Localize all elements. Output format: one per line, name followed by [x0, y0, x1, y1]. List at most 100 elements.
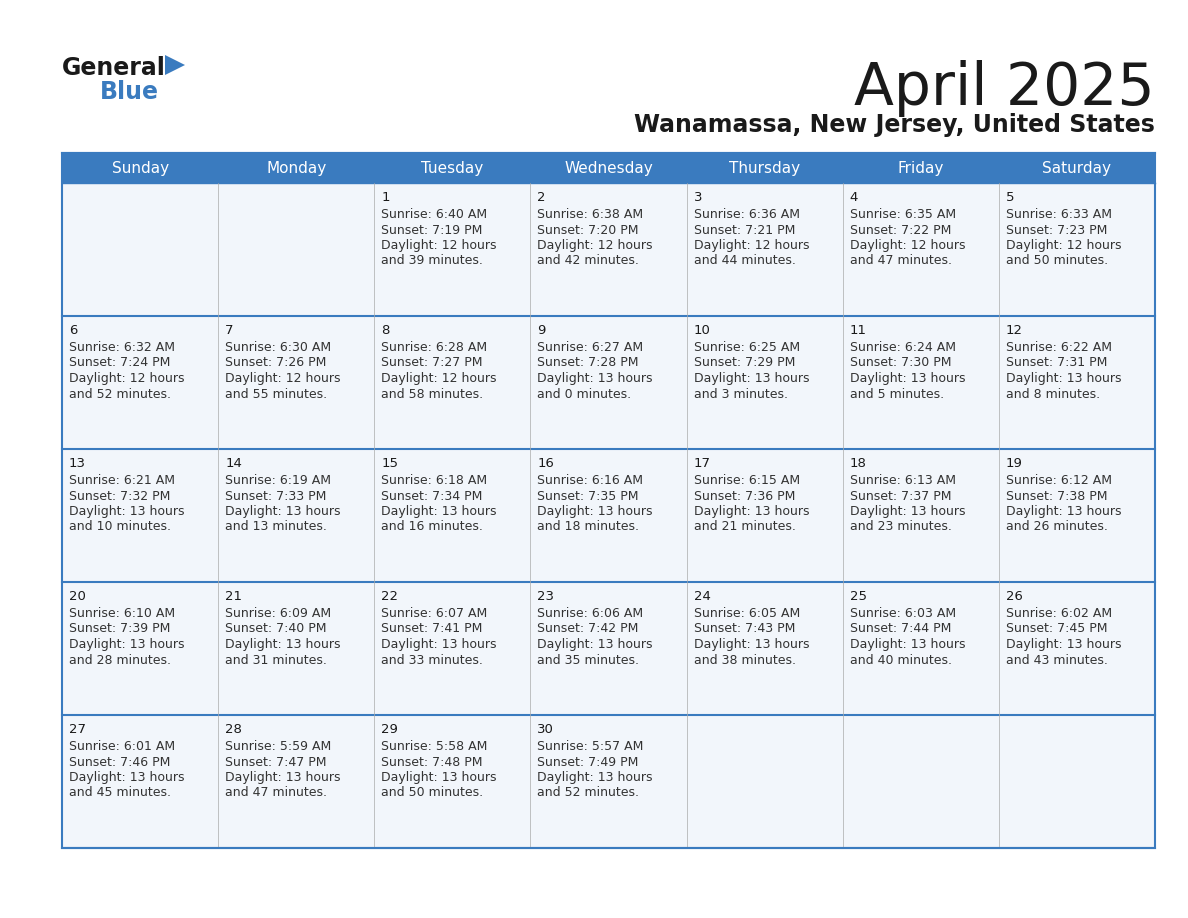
- Text: 23: 23: [537, 590, 555, 603]
- Text: Sunset: 7:46 PM: Sunset: 7:46 PM: [69, 756, 170, 768]
- Text: Sunrise: 6:38 AM: Sunrise: 6:38 AM: [537, 208, 644, 221]
- Text: 14: 14: [226, 457, 242, 470]
- Text: Sunset: 7:40 PM: Sunset: 7:40 PM: [226, 622, 327, 635]
- Text: Sunrise: 6:06 AM: Sunrise: 6:06 AM: [537, 607, 644, 620]
- Bar: [687, 715, 842, 848]
- Text: 4: 4: [849, 191, 858, 204]
- Text: Daylight: 13 hours: Daylight: 13 hours: [69, 638, 184, 651]
- Text: and 5 minutes.: and 5 minutes.: [849, 387, 943, 400]
- Bar: [219, 316, 374, 449]
- Text: Sunset: 7:37 PM: Sunset: 7:37 PM: [849, 489, 952, 502]
- Bar: [842, 715, 999, 848]
- Text: Sunrise: 5:59 AM: Sunrise: 5:59 AM: [226, 740, 331, 753]
- Text: Daylight: 13 hours: Daylight: 13 hours: [69, 505, 184, 518]
- Text: 28: 28: [226, 723, 242, 736]
- Text: 5: 5: [1006, 191, 1015, 204]
- Text: and 52 minutes.: and 52 minutes.: [69, 387, 171, 400]
- Bar: [374, 715, 530, 848]
- Text: Sunrise: 6:01 AM: Sunrise: 6:01 AM: [69, 740, 175, 753]
- Text: Daylight: 12 hours: Daylight: 12 hours: [537, 239, 653, 252]
- Text: Daylight: 12 hours: Daylight: 12 hours: [849, 239, 965, 252]
- Text: 7: 7: [226, 324, 234, 337]
- Text: Daylight: 13 hours: Daylight: 13 hours: [849, 372, 965, 385]
- Text: 1: 1: [381, 191, 390, 204]
- Text: and 55 minutes.: and 55 minutes.: [226, 387, 327, 400]
- Text: Sunset: 7:48 PM: Sunset: 7:48 PM: [381, 756, 482, 768]
- Text: and 52 minutes.: and 52 minutes.: [537, 787, 639, 800]
- Text: 24: 24: [694, 590, 710, 603]
- Bar: [374, 183, 530, 316]
- Text: Sunrise: 6:35 AM: Sunrise: 6:35 AM: [849, 208, 956, 221]
- Text: Daylight: 13 hours: Daylight: 13 hours: [69, 771, 184, 784]
- Text: Sunrise: 6:27 AM: Sunrise: 6:27 AM: [537, 341, 644, 354]
- Text: Daylight: 12 hours: Daylight: 12 hours: [1006, 239, 1121, 252]
- Text: Sunset: 7:45 PM: Sunset: 7:45 PM: [1006, 622, 1107, 635]
- Text: 29: 29: [381, 723, 398, 736]
- Text: Sunrise: 5:57 AM: Sunrise: 5:57 AM: [537, 740, 644, 753]
- Text: Sunrise: 6:12 AM: Sunrise: 6:12 AM: [1006, 474, 1112, 487]
- Text: Sunrise: 6:13 AM: Sunrise: 6:13 AM: [849, 474, 955, 487]
- Text: and 13 minutes.: and 13 minutes.: [226, 521, 327, 533]
- Text: Daylight: 13 hours: Daylight: 13 hours: [694, 372, 809, 385]
- Text: Daylight: 13 hours: Daylight: 13 hours: [1006, 505, 1121, 518]
- Text: 22: 22: [381, 590, 398, 603]
- Text: Sunset: 7:27 PM: Sunset: 7:27 PM: [381, 356, 482, 370]
- Text: Daylight: 13 hours: Daylight: 13 hours: [381, 771, 497, 784]
- Text: 21: 21: [226, 590, 242, 603]
- Bar: [842, 316, 999, 449]
- Text: Sunset: 7:42 PM: Sunset: 7:42 PM: [537, 622, 639, 635]
- Text: 17: 17: [694, 457, 710, 470]
- Bar: [687, 582, 842, 715]
- Text: Sunrise: 6:09 AM: Sunrise: 6:09 AM: [226, 607, 331, 620]
- Text: and 0 minutes.: and 0 minutes.: [537, 387, 632, 400]
- Text: 26: 26: [1006, 590, 1023, 603]
- Text: and 28 minutes.: and 28 minutes.: [69, 654, 171, 666]
- Text: Sunrise: 6:19 AM: Sunrise: 6:19 AM: [226, 474, 331, 487]
- Text: Sunrise: 6:05 AM: Sunrise: 6:05 AM: [694, 607, 800, 620]
- Bar: [842, 449, 999, 582]
- Text: Sunrise: 6:03 AM: Sunrise: 6:03 AM: [849, 607, 956, 620]
- Text: Sunset: 7:31 PM: Sunset: 7:31 PM: [1006, 356, 1107, 370]
- Text: and 40 minutes.: and 40 minutes.: [849, 654, 952, 666]
- Text: Sunset: 7:47 PM: Sunset: 7:47 PM: [226, 756, 327, 768]
- Text: and 44 minutes.: and 44 minutes.: [694, 254, 796, 267]
- Text: Tuesday: Tuesday: [422, 161, 484, 175]
- Text: 11: 11: [849, 324, 867, 337]
- Text: Sunrise: 6:33 AM: Sunrise: 6:33 AM: [1006, 208, 1112, 221]
- Text: Sunset: 7:39 PM: Sunset: 7:39 PM: [69, 622, 170, 635]
- Text: Daylight: 13 hours: Daylight: 13 hours: [226, 505, 341, 518]
- Text: and 35 minutes.: and 35 minutes.: [537, 654, 639, 666]
- Text: Daylight: 13 hours: Daylight: 13 hours: [537, 638, 653, 651]
- Text: Sunrise: 6:21 AM: Sunrise: 6:21 AM: [69, 474, 175, 487]
- Text: and 42 minutes.: and 42 minutes.: [537, 254, 639, 267]
- Bar: [219, 449, 374, 582]
- Text: and 21 minutes.: and 21 minutes.: [694, 521, 796, 533]
- Text: Sunset: 7:44 PM: Sunset: 7:44 PM: [849, 622, 952, 635]
- Text: Sunrise: 6:18 AM: Sunrise: 6:18 AM: [381, 474, 487, 487]
- Text: Daylight: 13 hours: Daylight: 13 hours: [226, 638, 341, 651]
- Text: Sunset: 7:21 PM: Sunset: 7:21 PM: [694, 223, 795, 237]
- Text: 2: 2: [537, 191, 546, 204]
- Text: and 39 minutes.: and 39 minutes.: [381, 254, 484, 267]
- Text: and 10 minutes.: and 10 minutes.: [69, 521, 171, 533]
- Text: and 31 minutes.: and 31 minutes.: [226, 654, 327, 666]
- Text: Saturday: Saturday: [1042, 161, 1112, 175]
- Bar: [374, 316, 530, 449]
- Text: Sunset: 7:23 PM: Sunset: 7:23 PM: [1006, 223, 1107, 237]
- Text: Daylight: 12 hours: Daylight: 12 hours: [694, 239, 809, 252]
- Text: and 43 minutes.: and 43 minutes.: [1006, 654, 1107, 666]
- Bar: [842, 183, 999, 316]
- Text: Daylight: 13 hours: Daylight: 13 hours: [537, 771, 653, 784]
- Text: Sunrise: 6:40 AM: Sunrise: 6:40 AM: [381, 208, 487, 221]
- Text: and 45 minutes.: and 45 minutes.: [69, 787, 171, 800]
- Text: Sunrise: 6:24 AM: Sunrise: 6:24 AM: [849, 341, 955, 354]
- Text: 6: 6: [69, 324, 77, 337]
- Text: Daylight: 13 hours: Daylight: 13 hours: [1006, 638, 1121, 651]
- Text: Daylight: 13 hours: Daylight: 13 hours: [537, 505, 653, 518]
- Text: Sunday: Sunday: [112, 161, 169, 175]
- Text: and 33 minutes.: and 33 minutes.: [381, 654, 484, 666]
- Polygon shape: [165, 55, 185, 75]
- Text: Sunrise: 6:30 AM: Sunrise: 6:30 AM: [226, 341, 331, 354]
- Text: Sunrise: 6:02 AM: Sunrise: 6:02 AM: [1006, 607, 1112, 620]
- Text: Wednesday: Wednesday: [564, 161, 653, 175]
